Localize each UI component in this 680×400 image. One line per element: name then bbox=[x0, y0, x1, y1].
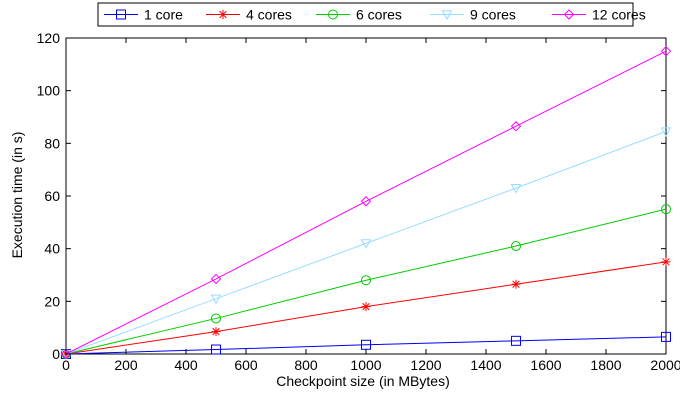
data-point bbox=[360, 196, 372, 207]
x-tick-label: 400 bbox=[174, 357, 198, 373]
data-point bbox=[510, 184, 522, 194]
y-tick-label: 40 bbox=[44, 241, 60, 257]
y-tick-label: 60 bbox=[44, 188, 60, 204]
data-point bbox=[660, 45, 672, 57]
data-point bbox=[211, 327, 221, 337]
legend-label: 1 core bbox=[144, 7, 183, 23]
data-point bbox=[210, 273, 222, 285]
y-tick-label: 0 bbox=[52, 346, 60, 362]
data-point bbox=[661, 204, 671, 215]
legend-item: 12 cores bbox=[552, 7, 646, 23]
legend-marker bbox=[328, 9, 338, 20]
legend-label: 12 cores bbox=[592, 7, 646, 23]
series-1 bbox=[61, 331, 671, 359]
x-tick-label: 1400 bbox=[470, 357, 501, 373]
x-tick-label: 800 bbox=[294, 357, 318, 373]
data-point bbox=[210, 294, 222, 305]
data-point bbox=[511, 335, 521, 346]
legend-label: 6 cores bbox=[356, 7, 402, 23]
x-tick-label: 600 bbox=[234, 357, 258, 373]
x-axis-ticks: 0 200 400 600 800 1000 1200 1400 1600 1800 2000 bbox=[62, 38, 680, 373]
y-axis-label: Execution time (in s) bbox=[9, 132, 25, 259]
series-line bbox=[65, 336, 667, 355]
legend-box bbox=[97, 2, 634, 27]
data-point bbox=[661, 257, 671, 267]
series-5 bbox=[60, 45, 672, 360]
legend-marker bbox=[441, 10, 453, 21]
y-axis-ticks: 0 20 40 60 80 100 120 bbox=[37, 30, 666, 362]
series-line bbox=[65, 131, 667, 355]
data-point bbox=[211, 344, 221, 355]
series-3 bbox=[61, 204, 671, 359]
x-tick-label: 2000 bbox=[650, 357, 680, 373]
legend: 1 core 4 cores 6 cores 9 cores 12 cores bbox=[97, 2, 646, 27]
y-tick-label: 100 bbox=[37, 83, 61, 99]
legend-marker bbox=[563, 9, 575, 20]
x-tick-label: 1200 bbox=[410, 357, 441, 373]
x-tick-label: 1000 bbox=[350, 357, 381, 373]
y-tick-label: 120 bbox=[37, 30, 61, 46]
legend-label: 4 cores bbox=[246, 7, 292, 23]
x-tick-label: 0 bbox=[62, 357, 70, 373]
data-point bbox=[361, 275, 371, 286]
legend-item: 6 cores bbox=[316, 7, 402, 23]
legend-marker bbox=[218, 10, 228, 19]
series-2 bbox=[61, 257, 671, 359]
legend-marker bbox=[116, 9, 126, 20]
series-4 bbox=[60, 127, 672, 360]
legend-label: 9 cores bbox=[470, 7, 516, 23]
series-line bbox=[65, 208, 667, 355]
series-line bbox=[65, 50, 667, 355]
plot-area bbox=[60, 37, 672, 360]
x-tick-label: 1800 bbox=[590, 357, 621, 373]
legend-item: 4 cores bbox=[206, 7, 292, 23]
data-point bbox=[511, 241, 521, 252]
x-axis-label: Checkpoint size (in MBytes) bbox=[276, 373, 450, 389]
legend-item: 9 cores bbox=[430, 7, 516, 23]
data-point bbox=[661, 331, 671, 342]
x-tick-label: 200 bbox=[114, 357, 138, 373]
data-point bbox=[60, 348, 72, 360]
legend-item: 1 core bbox=[104, 7, 183, 23]
x-tick-label: 1600 bbox=[530, 357, 561, 373]
data-point bbox=[360, 239, 372, 249]
data-point bbox=[211, 313, 221, 324]
data-point bbox=[660, 127, 672, 138]
data-point bbox=[510, 121, 522, 132]
data-point bbox=[361, 302, 371, 312]
data-point bbox=[511, 279, 521, 289]
y-tick-label: 20 bbox=[44, 293, 60, 309]
y-tick-label: 80 bbox=[44, 135, 60, 151]
